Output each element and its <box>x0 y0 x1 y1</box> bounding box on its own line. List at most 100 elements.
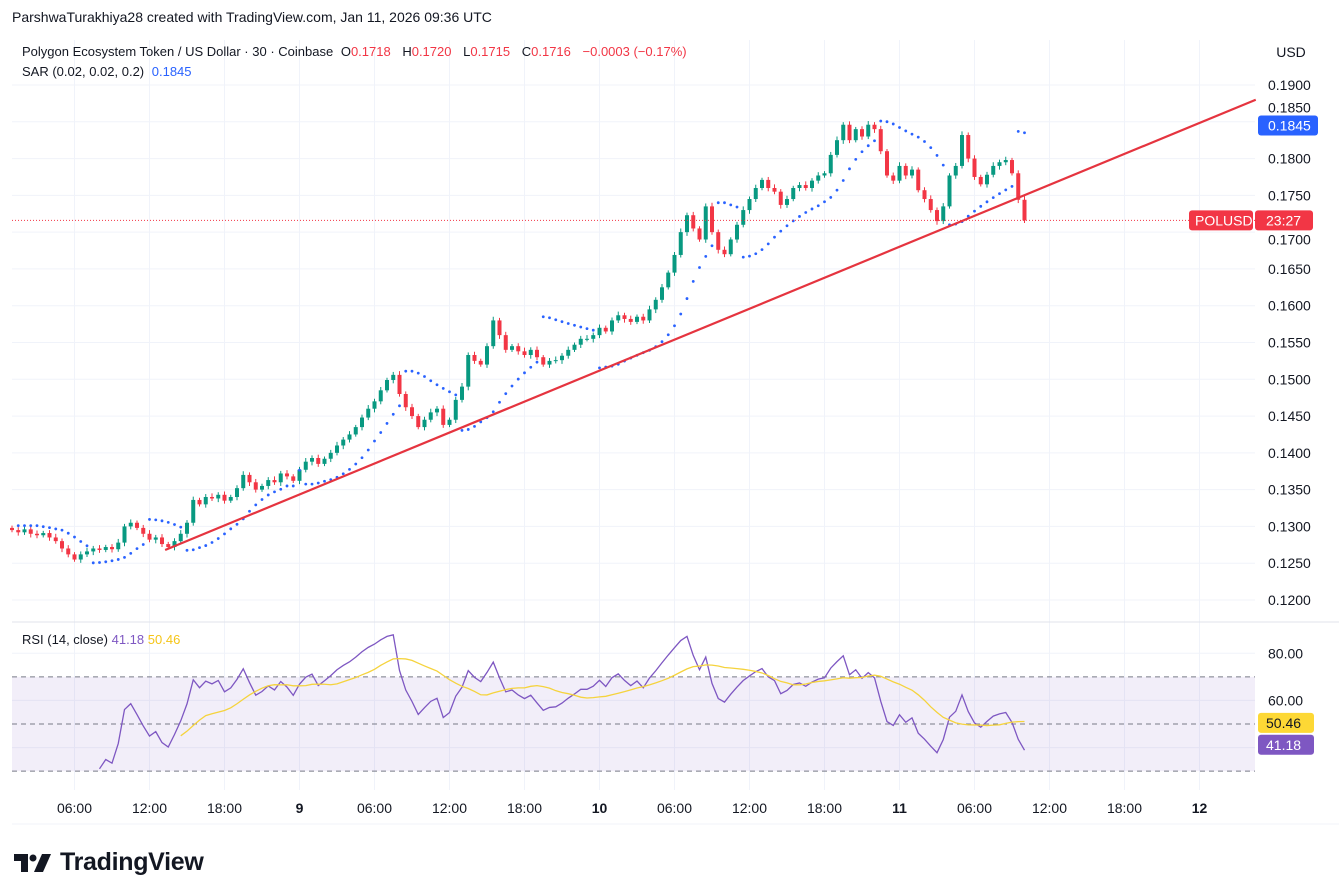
candle <box>372 398 377 413</box>
sar-dot <box>523 371 526 375</box>
sar-dot <box>466 428 470 431</box>
candle <box>547 357 552 368</box>
candle-body <box>247 474 252 483</box>
time-tick-label: 18:00 <box>207 800 242 816</box>
sar-dot <box>166 520 170 524</box>
sar-dot <box>191 548 195 552</box>
sar-dot <box>510 384 514 388</box>
sar-dot <box>348 467 351 471</box>
candle <box>685 212 689 236</box>
sar-dot <box>304 482 308 486</box>
price-tick-label: 0.1250 <box>1268 555 1311 571</box>
price-change: −0.0003 (−0.17%) <box>582 44 687 59</box>
time-tick-label: 18:00 <box>807 800 842 816</box>
candle-body <box>560 355 564 361</box>
candle-body <box>835 140 839 155</box>
candle <box>728 237 733 257</box>
rsi-legend: RSI (14, close) 41.18 50.46 <box>22 632 180 647</box>
candle <box>816 172 821 184</box>
sar-dot <box>891 122 895 126</box>
rsi-title[interactable]: RSI (14, close) <box>22 632 108 647</box>
candle <box>541 355 546 367</box>
sar-dot <box>410 369 414 373</box>
candle-body <box>747 199 752 211</box>
candle <box>503 331 508 353</box>
candle-body <box>397 374 402 394</box>
candle-body <box>303 461 308 470</box>
sar-dot <box>673 324 676 328</box>
sar-dot <box>835 188 839 192</box>
candle-body <box>403 393 408 408</box>
candle-body <box>378 390 383 402</box>
currency-button[interactable]: USD <box>1262 38 1320 66</box>
sar-dot <box>923 140 926 143</box>
sar-dot <box>498 400 501 404</box>
sar-dot <box>985 200 989 204</box>
candle <box>966 132 971 163</box>
sar-dot <box>685 297 689 300</box>
candle-body <box>41 533 46 536</box>
sar-dot <box>173 523 176 526</box>
candle-body <box>891 175 896 181</box>
rsi-badge-label: 41.18 <box>1266 737 1301 753</box>
time-tick-label: 06:00 <box>957 800 992 816</box>
sar-title[interactable]: SAR (0.02, 0.02, 0.2) <box>22 64 145 79</box>
sar-dot <box>91 561 95 565</box>
tradingview-logo[interactable]: TradingView <box>14 848 204 877</box>
time-tick-label: 9 <box>296 800 304 816</box>
candle-body <box>522 351 527 356</box>
candle-body <box>310 457 314 462</box>
sar-dot <box>48 526 51 530</box>
candle <box>235 485 239 501</box>
sar-dot <box>879 119 883 123</box>
candle-body <box>366 408 371 418</box>
candle <box>691 211 696 232</box>
sar-dot <box>660 340 664 344</box>
sar-dot <box>423 375 426 378</box>
candle-body <box>897 165 902 181</box>
candle-body <box>116 542 121 550</box>
candle-body <box>197 499 202 505</box>
low-value: 0.1715 <box>470 44 511 59</box>
sar-dot <box>360 456 364 460</box>
candle <box>972 155 977 180</box>
countdown-badge <box>1255 210 1313 231</box>
candle-body <box>97 548 102 550</box>
candle <box>460 382 464 403</box>
sar-price-badge-label: 0.1845 <box>1268 117 1311 133</box>
candle-body <box>785 199 789 205</box>
sar-dot <box>541 315 545 319</box>
candle <box>860 126 864 140</box>
high-label: H <box>402 44 412 59</box>
candle-body <box>972 158 977 177</box>
sar-dot <box>35 524 39 528</box>
candle <box>197 497 202 507</box>
candle-body <box>47 533 52 538</box>
candle-body <box>935 210 939 222</box>
candle <box>666 270 671 290</box>
sar-dot <box>735 205 739 209</box>
sar-dot <box>141 543 145 546</box>
sar-dot <box>710 244 714 248</box>
candle-body <box>697 228 702 240</box>
candle <box>341 437 346 450</box>
candle-body <box>416 416 421 428</box>
symbol-title[interactable]: Polygon Ecosystem Token / US Dollar · 30… <box>22 44 334 59</box>
candle <box>422 416 427 431</box>
candle <box>28 526 33 538</box>
rsi-ma-badge-label: 50.46 <box>1266 715 1301 731</box>
price-tick-label: 0.1550 <box>1268 334 1311 350</box>
candle <box>585 335 589 342</box>
candle <box>941 203 946 225</box>
candle-body <box>903 165 908 176</box>
candle <box>747 196 752 214</box>
sar-dot <box>479 420 483 424</box>
candle-body <box>910 169 914 176</box>
candle <box>272 476 277 485</box>
sar-dot <box>766 242 770 246</box>
candle <box>41 530 46 538</box>
sar-dot <box>810 207 814 211</box>
candle-body <box>135 522 139 528</box>
candle <box>128 519 133 530</box>
